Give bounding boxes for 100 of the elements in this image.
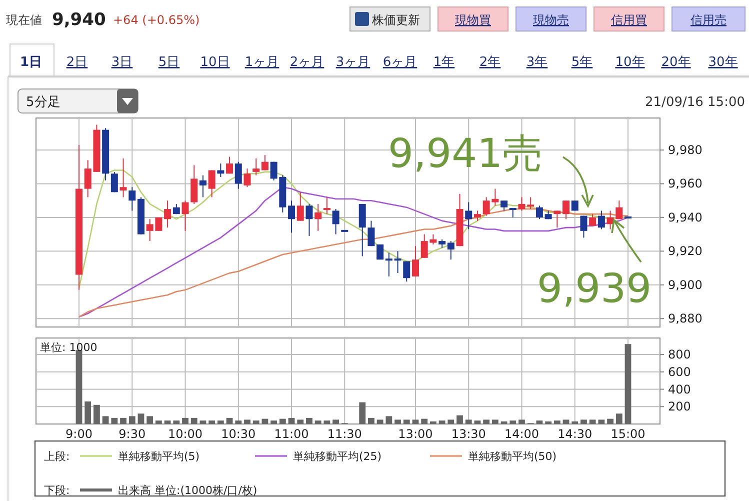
bar	[182, 418, 188, 424]
bar	[616, 414, 622, 424]
y-tick-label: 200	[668, 400, 691, 414]
bar	[492, 420, 498, 424]
candlestick	[323, 196, 330, 215]
bar	[448, 420, 454, 424]
bar	[111, 418, 118, 424]
bar	[102, 416, 109, 424]
bar	[474, 420, 481, 424]
bar	[421, 418, 428, 424]
x-tick-label: 13:30	[451, 427, 486, 441]
candlestick	[465, 202, 472, 230]
bar	[297, 420, 304, 424]
candlestick	[332, 208, 340, 235]
x-tick-label: 13:00	[398, 427, 433, 441]
candlestick	[128, 186, 136, 212]
x-tick-label: 11:00	[274, 427, 309, 441]
bar	[572, 421, 578, 424]
bar	[598, 420, 605, 424]
y-tick-label: 9,960	[668, 176, 702, 191]
bar	[324, 420, 330, 424]
bar	[465, 420, 472, 424]
legend-label: 単純移動平均(25)	[293, 450, 382, 463]
bar	[510, 420, 516, 424]
legend-label: 単純移動平均(50)	[468, 450, 557, 463]
bar	[190, 418, 198, 424]
bar	[386, 416, 392, 424]
y-tick-label: 9,920	[668, 244, 702, 258]
candlestick	[589, 214, 596, 226]
bar	[262, 418, 268, 424]
button: 現物買	[438, 6, 508, 32]
bar	[376, 420, 384, 424]
bar	[545, 421, 552, 424]
candlestick	[447, 240, 454, 260]
bar	[146, 416, 154, 424]
candlestick	[368, 220, 375, 247]
bar	[84, 401, 92, 424]
bar	[76, 350, 82, 424]
bar	[217, 420, 224, 424]
candlestick	[120, 158, 127, 198]
bar	[456, 415, 463, 424]
bar	[314, 420, 322, 424]
bar	[430, 421, 436, 424]
candlestick	[358, 203, 366, 257]
candlestick	[554, 210, 561, 228]
bar	[306, 418, 312, 424]
bar	[138, 414, 144, 424]
annotation: 単位: 1000	[40, 341, 98, 354]
bar	[589, 420, 596, 424]
bar	[208, 420, 216, 424]
bar	[155, 420, 162, 424]
candlestick	[164, 200, 172, 228]
bar	[235, 420, 242, 424]
bar	[536, 420, 543, 424]
text: 上段:	[44, 450, 70, 463]
legend-label: 単純移動平均(5)	[118, 450, 200, 463]
bar	[554, 420, 560, 424]
bar	[500, 421, 508, 424]
bar	[359, 402, 366, 424]
bar	[94, 404, 100, 424]
bar	[412, 420, 419, 424]
bar	[518, 420, 525, 424]
button: 現物売	[516, 6, 586, 32]
x-tick-label: 9:00	[66, 427, 92, 441]
candlestick	[208, 170, 216, 198]
y-tick-label: 400	[668, 382, 691, 396]
bar	[562, 420, 570, 424]
toolbar: 現在値 9,940 +64 (+0.65%) 株価更新 現物買 現物売 信用買 信用売 1日 2日 3日 5日 10日 1ヶ月 2ヶ月 3ヶ月 6ヶ月 1年 2年 3年 5年 10年 20年 30年 5分足 21/09/16 15:00	[6, 6, 749, 114]
candlestick	[199, 174, 206, 198]
annotation: 9,941売	[388, 131, 543, 177]
candlestick	[385, 252, 392, 277]
candlestick	[500, 200, 508, 212]
bar	[394, 420, 401, 424]
candlestick	[598, 210, 605, 230]
candlestick	[314, 203, 322, 232]
candlestick	[182, 200, 189, 232]
bar	[164, 420, 171, 424]
bar	[438, 420, 446, 424]
bar	[200, 420, 206, 424]
bar	[128, 416, 136, 424]
bar	[279, 418, 286, 424]
y-tick-label: 9,880	[668, 312, 702, 326]
y-tick-label: 800	[668, 348, 691, 362]
y-tick-label: 9,940	[668, 210, 702, 224]
bar	[580, 420, 587, 424]
bar	[270, 420, 278, 424]
button: 信用売	[672, 6, 746, 32]
bar	[288, 418, 295, 424]
candlestick	[296, 192, 304, 222]
candlestick	[536, 205, 543, 220]
candlestick	[234, 161, 242, 190]
y-tick-label: 600	[668, 364, 691, 379]
bar	[403, 420, 410, 424]
button: 信用買	[594, 6, 664, 32]
candlestick	[394, 250, 402, 274]
bar	[332, 420, 339, 424]
x-tick-label: 9:30	[118, 427, 146, 441]
button: 株価更新	[350, 6, 430, 32]
x-tick-label: 14:30	[558, 427, 592, 441]
candlestick	[110, 171, 118, 193]
